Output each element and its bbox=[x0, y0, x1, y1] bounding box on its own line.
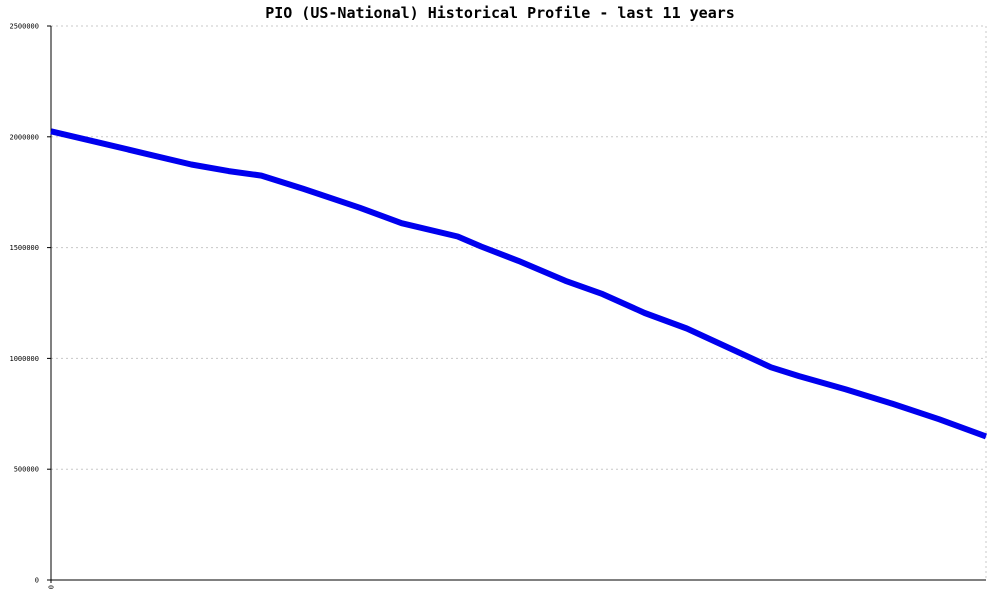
gridlines bbox=[51, 25, 987, 580]
tick-label-y-0: 0 bbox=[35, 577, 39, 585]
series-layer bbox=[50, 128, 988, 440]
tick-label-y-4: 2000000 bbox=[9, 133, 39, 141]
axes bbox=[47, 25, 986, 583]
tick-label-y-5: 2500000 bbox=[9, 23, 39, 31]
tick-labels: 0 500000 1000000 1500000 2000000 2500000 0 bbox=[9, 23, 55, 590]
tick-label-y-1: 500000 bbox=[14, 466, 39, 474]
tick-label-x-0: 0 bbox=[48, 585, 56, 589]
series-line-0 bbox=[50, 128, 988, 440]
tick-label-y-3: 1500000 bbox=[9, 244, 39, 252]
chart-title: PIO (US-National) Historical Profile - l… bbox=[265, 4, 735, 22]
tick-label-y-2: 1000000 bbox=[9, 355, 39, 363]
